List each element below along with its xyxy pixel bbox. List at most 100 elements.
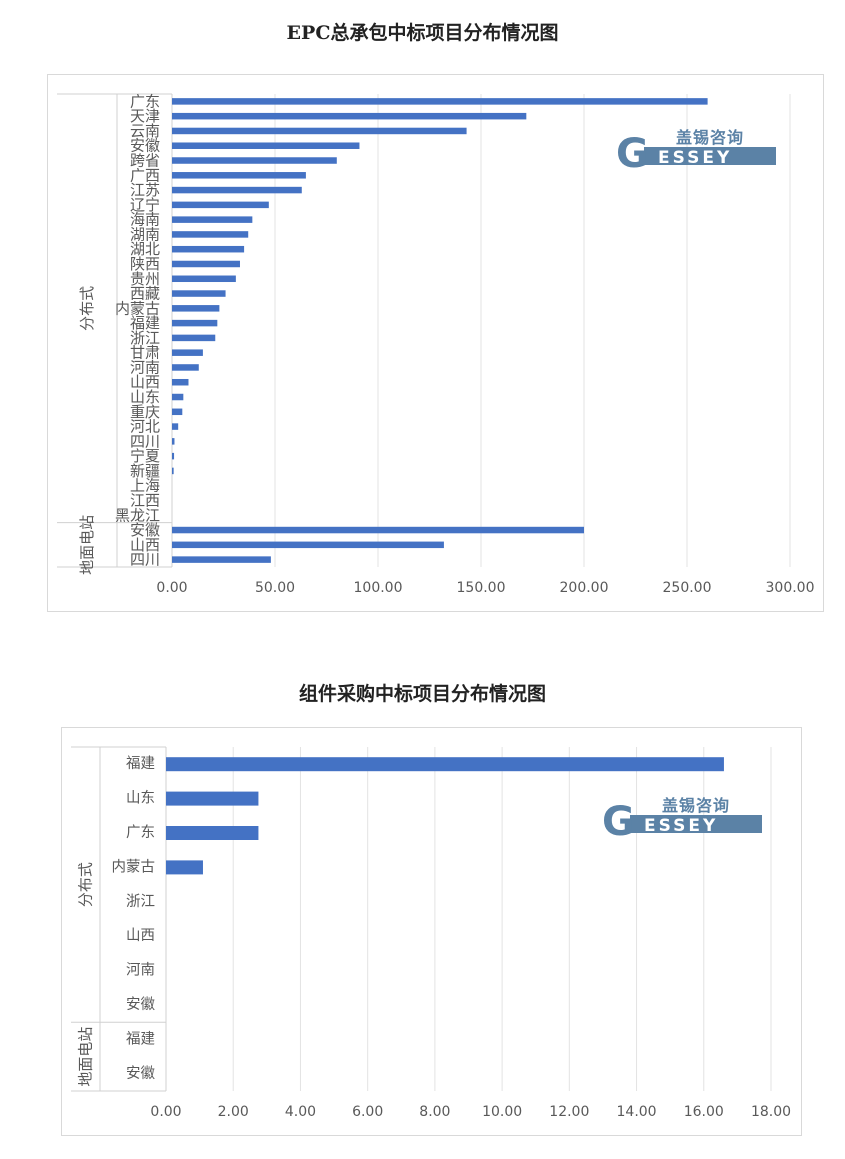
chart1-category-label: 安徽 [130, 521, 160, 539]
chart1-bar [172, 319, 218, 327]
chart1-category-label: 河南 [130, 358, 160, 376]
chart2-tick-label: 2.00 [218, 1104, 249, 1120]
chart1-category-label: 浙江 [130, 329, 160, 347]
chart1-category-label: 广西 [130, 166, 160, 184]
chart2-bar [166, 826, 259, 840]
chart1-category-label: 湖北 [130, 240, 160, 258]
chart2-category-label: 福建 [126, 755, 155, 772]
chart1-tick-label: 50.00 [255, 580, 295, 596]
chart2-tick-label: 14.00 [617, 1104, 657, 1120]
chart2-bar [166, 791, 259, 806]
chart1-bar [172, 142, 360, 149]
chart2-tick-label: 0.00 [150, 1104, 181, 1120]
chart1-tick-label: 200.00 [560, 580, 609, 596]
chart1-logo-band [644, 147, 776, 165]
chart1-bar [172, 349, 203, 356]
chart1-bar [172, 364, 199, 371]
chart1-logo-en: ESSEY [658, 148, 732, 168]
chart1-category-label: 福建 [130, 314, 160, 332]
chart1-bar [172, 556, 271, 563]
chart1-category-label: 四川 [130, 551, 160, 569]
chart1-bar [172, 526, 584, 534]
chart2-tick-label: 12.00 [549, 1104, 589, 1120]
chart1-tick-label: 100.00 [354, 580, 403, 596]
chart1-tick-label: 300.00 [766, 580, 815, 596]
chart1-bar [172, 378, 189, 386]
chart2-category-label: 安徽 [126, 1065, 155, 1082]
chart1-category-label: 甘肃 [130, 344, 160, 362]
chart1-category-label: 陕西 [130, 255, 160, 273]
chart1-tick-label: 0.00 [156, 580, 187, 596]
chart2-tick-label: 4.00 [285, 1104, 316, 1120]
chart2-tick-label: 8.00 [419, 1104, 450, 1120]
chart1-bar [172, 260, 240, 268]
chart1-category-label: 江西 [130, 491, 160, 509]
chart2-logo-g: G [602, 799, 635, 845]
chart1-category-label: 内蒙古 [115, 299, 160, 317]
chart1-category-label: 重庆 [130, 403, 160, 421]
chart1-category-label: 新疆 [130, 462, 160, 480]
chart1-bar [172, 216, 253, 223]
chart1-bar [172, 393, 184, 401]
chart1-group-label: 分布式 [78, 286, 96, 331]
chart1-bar [172, 467, 174, 475]
chart1-bar [172, 290, 226, 297]
chart1-bar [172, 231, 249, 238]
chart1-bar [172, 172, 306, 179]
chart1-bar [172, 245, 245, 253]
chart1-bar [172, 127, 467, 135]
chart1-bar [172, 112, 527, 120]
chart1-category-label: 贵州 [130, 270, 160, 288]
chart2-category-label: 山西 [126, 927, 155, 944]
chart1-category-label: 云南 [130, 122, 160, 140]
chart1-bar [172, 334, 216, 342]
chart1-category-label: 辽宁 [130, 196, 160, 214]
chart1-category-label: 广东 [130, 92, 160, 110]
chart2-category-label: 福建 [126, 1030, 155, 1047]
chart1-group-label: 地面电站 [78, 515, 96, 575]
chart2-group-label: 分布式 [77, 862, 95, 907]
chart2-group-label: 地面电站 [77, 1027, 95, 1087]
chart1-category-label: 跨省 [130, 152, 160, 170]
chart1-category-label: 安徽 [130, 137, 160, 155]
chart2-category-label: 河南 [126, 962, 155, 979]
chart1-category-label: 黑龙江 [115, 506, 160, 524]
chart1-category-label: 四川 [130, 432, 160, 450]
chart2-category-label: 内蒙古 [112, 858, 156, 875]
chart1-logo-g: G [616, 131, 649, 177]
chart2-category-label: 安徽 [126, 996, 155, 1013]
chart2-bar [166, 860, 203, 875]
chart1-category-label: 宁夏 [130, 447, 160, 465]
chart2-tick-label: 16.00 [684, 1104, 724, 1120]
chart2-category-label: 山东 [126, 790, 155, 807]
chart1-bar [172, 541, 444, 549]
chart1-tick-label: 150.00 [457, 580, 506, 596]
chart1-category-label: 湖南 [130, 225, 160, 243]
chart1-category-label: 山西 [130, 373, 160, 391]
chart2-category-label: 广东 [126, 824, 155, 841]
chart1-bar [172, 275, 236, 283]
chart1-bar [172, 98, 708, 105]
chart2-bar [166, 757, 724, 772]
chart2-tick-label: 18.00 [751, 1104, 791, 1120]
chart1-category-label: 河北 [130, 418, 160, 436]
chart2-logo-band [630, 815, 762, 833]
chart2-tick-label: 6.00 [352, 1104, 383, 1120]
chart1-bar [172, 408, 183, 416]
chart1-bar [172, 438, 175, 445]
chart2-title: 组件采购中标项目分布情况图 [298, 683, 546, 705]
chart1-bar [172, 186, 302, 194]
chart1-bar [172, 201, 269, 209]
chart2-logo-en: ESSEY [644, 816, 718, 836]
chart1-category-label: 西藏 [130, 285, 160, 303]
chart1-category-label: 山西 [130, 536, 160, 554]
chart1-title: EPC总承包中标项目分布情况图 [286, 22, 559, 44]
chart1-category-label: 江苏 [130, 181, 160, 199]
chart1-tick-label: 250.00 [663, 580, 712, 596]
chart2-tick-label: 10.00 [482, 1104, 522, 1120]
chart2-logo-cn: 盖锡咨询 [662, 796, 730, 815]
chart1-category-label: 天津 [130, 107, 160, 125]
chart1-bar [172, 305, 220, 312]
chart2-category-label: 浙江 [126, 893, 155, 910]
